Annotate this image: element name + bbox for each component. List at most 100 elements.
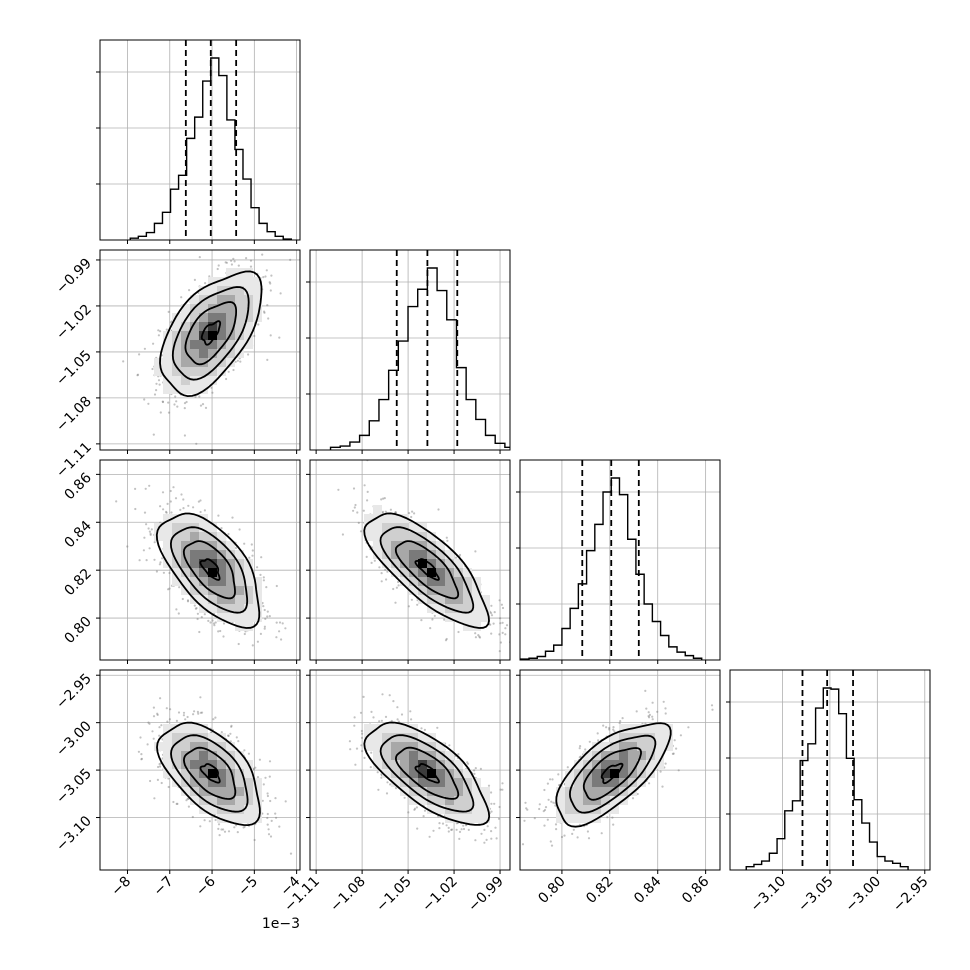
scatter-panel-1-4 [99,669,301,871]
scatter-point [159,505,162,508]
density-cell [418,769,427,778]
panel-content [310,670,510,870]
density-cell [418,595,427,604]
y-tick-label: −3.10 [53,813,95,855]
scatter-point [555,828,558,831]
y-tick-label: −1.02 [53,301,95,343]
contour-level-3 [394,540,460,600]
density-cell [208,523,217,532]
density-cell [217,787,226,796]
contour-level-1 [159,270,263,398]
scatter-point [462,824,465,827]
density-cell [373,541,382,550]
density-cell [199,568,208,577]
scatter-point [431,618,434,621]
density-cell [181,376,190,385]
density-cell [409,769,418,778]
contour-level-2 [169,526,249,614]
density-cell [163,367,172,376]
density-cell [601,805,610,814]
scatter-point [447,830,450,833]
density-cell [646,724,655,733]
density-cell [427,760,436,769]
scatter-point [378,566,381,569]
density-cell [190,322,199,331]
density-cell [391,550,400,559]
scatter-point [233,826,236,829]
density-cell [226,541,235,550]
scatter-point [158,383,161,386]
scatter-point [389,508,392,511]
scatter-panel-2-3 [309,459,511,661]
scatter-point [647,711,650,714]
scatter-point [188,289,191,292]
scatter-point [490,791,493,794]
density-cell [436,742,445,751]
density-cell [463,814,472,823]
scatter-point [547,798,550,801]
density-cell [601,751,610,760]
scatter-point [196,612,199,615]
density-cell [244,787,253,796]
x-tick-label: 0.86 [679,873,712,906]
density-cell [172,358,181,367]
scatter-point [220,731,223,734]
density-cell [172,331,181,340]
density-cell [172,550,181,559]
scatter-point [214,621,217,624]
scatter-point [162,508,165,511]
scatter-point [578,747,581,750]
scatter-point [498,599,501,602]
scatter-point [373,559,376,562]
scatter-point [499,641,502,644]
density-cell [436,577,445,586]
scatter-point [208,275,211,278]
scatter-point [249,265,253,268]
scatter-point [267,833,271,836]
scatter-point [458,830,462,834]
density-cell [172,349,181,358]
density-cell [400,577,409,586]
panel-frame [99,459,301,661]
density-cell [163,523,172,532]
scatter-point [394,510,397,514]
scatter-point [159,561,162,564]
density-cell [574,760,583,769]
density-cell [208,586,217,595]
scatter-point [148,484,151,487]
density-cell [235,340,244,349]
scatter-point [380,719,383,722]
density-cell [190,769,199,778]
density-cell [472,805,481,814]
density-cell [226,595,235,604]
density-cell [628,742,637,751]
scatter-point [597,739,600,742]
scatter-point [144,487,147,490]
density-cell [235,613,244,622]
density-cell [217,349,226,358]
scatter-point [234,546,238,550]
scatter-point [261,247,263,249]
density-cell [199,796,208,805]
density-cell [181,568,190,577]
scatter-point [380,773,383,776]
scatter-point [266,358,269,361]
scatter-point [262,605,265,608]
scatter-point [498,633,501,636]
scatter-point [274,812,277,815]
scatter-point [219,629,222,633]
density-cell [190,733,199,742]
density-cell [418,577,427,586]
scatter-point [621,717,624,720]
scatter-point [384,510,387,513]
scatter-point [199,696,202,699]
scatter-point [362,509,365,512]
scatter-point [266,792,269,795]
scatter-point [495,837,498,840]
density-cell [244,796,253,805]
contour-level-1 [363,721,491,826]
density-cell [592,796,601,805]
density-cell [427,541,436,550]
panel-frame [99,249,301,451]
scatter-point [433,614,436,618]
